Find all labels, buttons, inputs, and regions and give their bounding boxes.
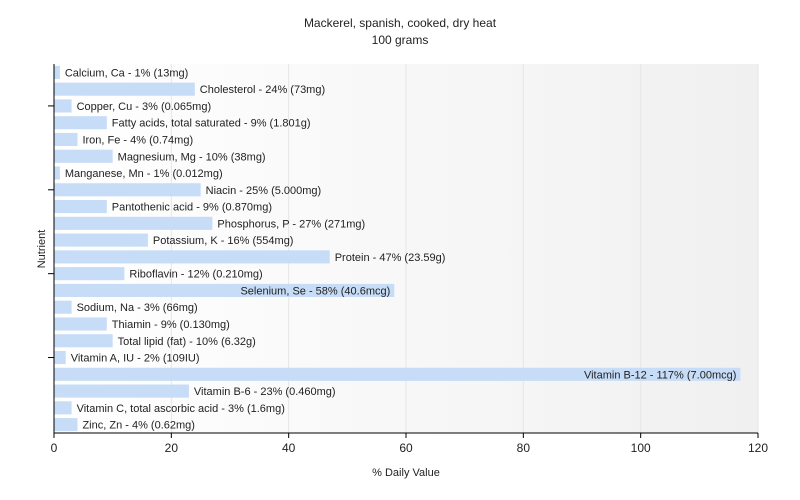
bar [54,132,78,147]
bar-label: Iron, Fe - 4% (0.74mg) [82,134,193,146]
chart-subtitle: 100 grams [372,33,429,47]
bar-label: Calcium, Ca - 1% (13mg) [65,67,188,79]
bar [54,82,195,96]
bar-label: Sodium, Na - 3% (66mg) [77,302,198,314]
bar [54,149,113,163]
bar [54,317,107,331]
bar-label: Vitamin B-6 - 23% (0.460mg) [194,386,336,398]
bar [54,233,148,247]
bar [54,116,107,130]
bar-label: Phosphorus, P - 27% (271mg) [217,218,365,230]
x-tick-label: 60 [399,441,413,455]
bar-label: Vitamin A, IU - 2% (109IU) [71,353,200,365]
bar-label: Potassium, K - 16% (554mg) [153,235,294,247]
x-tick-label: 100 [631,441,651,455]
x-tick-label: 20 [165,441,179,455]
bar [54,401,72,415]
bar-label: Manganese, Mn - 1% (0.012mg) [65,168,223,180]
bar [54,200,107,214]
y-axis-title: Nutrient [36,230,48,269]
gridlines [170,64,759,433]
bar [54,350,66,365]
bar [54,334,113,348]
bar [54,65,60,79]
bar-label: Pantothenic acid - 9% (0.870mg) [112,202,272,214]
bar-label: Total lipid (fat) - 10% (6.32g) [118,336,256,348]
x-tick-label: 40 [282,441,296,455]
bar [54,183,201,197]
bar [54,384,189,398]
bar [54,166,60,180]
bar-label: Thiamin - 9% (0.130mg) [112,319,230,331]
x-axis-title: % Daily Value [372,467,440,479]
axes: 0 20 40 60 80 100 120 [48,64,768,455]
bar [54,418,78,432]
x-tick-label: 80 [517,441,531,455]
bar [54,283,395,297]
bar [54,267,125,281]
bar-label: Magnesium, Mg - 10% (38mg) [118,151,266,163]
bars: Calcium, Ca - 1% (13mg) Cholesterol - 24%… [54,65,741,432]
x-tick-label: 0 [51,441,58,455]
bar [54,367,741,381]
bar [54,300,72,314]
bar-label: Protein - 47% (23.59g) [335,252,446,264]
bar-label: Copper, Cu - 3% (0.065mg) [77,101,212,113]
bar-label: Zinc, Zn - 4% (0.62mg) [82,420,194,432]
bar-label: Vitamin B-12 - 117% (7.00mcg) [584,369,736,381]
bar [54,250,330,264]
x-tick-label: 120 [748,441,768,455]
bar-label: Fatty acids, total saturated - 9% (1.801… [112,118,311,130]
bar-label: Niacin - 25% (5.000mg) [206,185,322,197]
bar-label: Cholesterol - 24% (73mg) [200,84,325,96]
chart-title: Mackerel, spanish, cooked, dry heat [304,16,497,30]
bar-label: Riboflavin - 12% (0.210mg) [129,269,262,281]
bar [54,216,213,230]
bar-label: Vitamin C, total ascorbic acid - 3% (1.6… [77,403,285,415]
bar-label: Selenium, Se - 58% (40.6mcg) [240,285,390,297]
bar [54,99,72,113]
